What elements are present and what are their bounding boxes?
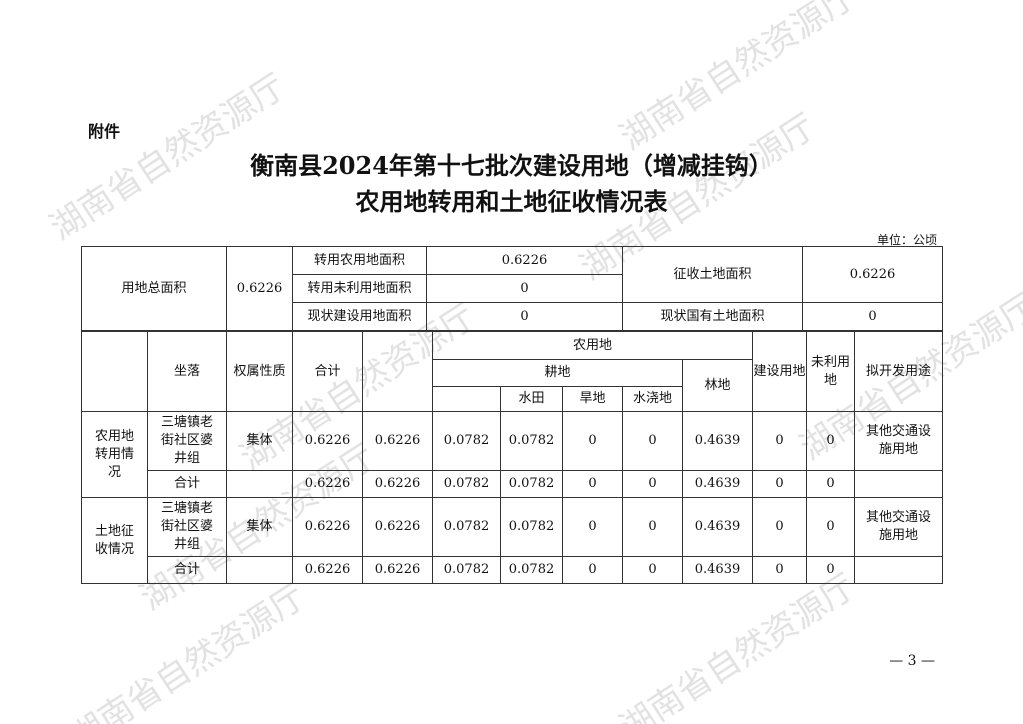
header-blank	[362, 331, 433, 412]
subtotal-label: 合计	[147, 470, 227, 498]
summary-label: 转用未利用地面积	[292, 274, 427, 303]
unit-label: 单位：公顷	[876, 233, 937, 247]
summary-value: 0	[426, 274, 623, 303]
planned-use-cell: 其他交通设施用地	[854, 497, 944, 557]
total-area-value: 0.6226	[226, 246, 293, 331]
ownership-cell: 集体	[226, 497, 293, 557]
value-cell: 0.0782	[432, 497, 501, 557]
value-cell: 0.6226	[292, 497, 363, 557]
attachment-label: 附件	[88, 122, 121, 141]
value-cell: 0.6226	[362, 411, 433, 471]
header-farmland: 农用地	[431, 331, 754, 360]
location-cell: 三塘镇老街社区婆井组	[147, 497, 227, 557]
value-cell: 0.0782	[500, 497, 563, 557]
header-ownership: 权属性质	[226, 331, 293, 412]
summary-value: 0	[426, 302, 623, 331]
value-cell: 0	[752, 556, 808, 584]
value-cell: 0	[806, 470, 856, 498]
summary-label: 现状建设用地面积	[292, 302, 427, 331]
section-label: 土地征收情况	[81, 497, 148, 584]
value-cell: 0.4639	[681, 470, 754, 498]
subtotal-label: 合计	[147, 556, 227, 584]
value-cell: 0	[562, 497, 623, 557]
value-cell: 0	[752, 470, 808, 498]
value-cell: 0.0782	[500, 556, 563, 584]
value-cell: 0.0782	[432, 556, 501, 584]
summary-value: 0.6226	[426, 246, 623, 275]
subtotal-row: 合计 0.6226 0.6226 0.0782 0.0782 0 0 0.4639 0 0	[82, 556, 944, 584]
value-cell: 0	[752, 411, 808, 471]
value-cell: 0	[622, 497, 683, 557]
value-cell: 0	[562, 470, 623, 498]
summary-label: 转用农用地面积	[292, 246, 427, 275]
total-area-label: 用地总面积	[81, 246, 227, 331]
watermark: 湖南省自然资源厅	[612, 566, 863, 724]
value-cell: 0	[622, 470, 683, 498]
value-cell: 0	[622, 556, 683, 584]
value-cell: 0.6226	[292, 470, 363, 498]
header-location: 坐落	[147, 331, 227, 412]
blank-cell	[226, 556, 293, 584]
table-row: 农用地转用情况 三塘镇老街社区婆井组 集体 0.6226 0.6226 0.0782 0.0…	[81, 411, 944, 498]
watermark: 湖南省自然资源厅	[612, 0, 863, 159]
blank-cell	[854, 470, 944, 498]
header-total: 合计	[292, 331, 363, 412]
value-cell: 0	[622, 411, 683, 471]
title-line-1: 衡南县2024年第十七批次建设用地（增减挂钩）	[250, 151, 773, 180]
header-construction: 建设用地	[752, 331, 808, 412]
detail-table: 坐落 权属性质 合计 农用地 建设用地 未利用地 拟开发用途 耕地 林地 水田 …	[81, 331, 944, 584]
expropriation-value: 0.6226	[802, 246, 943, 303]
value-cell: 0	[806, 411, 856, 471]
value-cell: 0.4639	[681, 411, 754, 471]
page-number: — 3 —	[889, 653, 935, 669]
state-owned-label: 现状国有土地面积	[622, 302, 803, 331]
planned-use-cell: 其他交通设施用地	[854, 411, 944, 471]
value-cell: 0.0782	[432, 411, 501, 471]
header-unused: 未利用地	[806, 331, 856, 412]
watermark: 湖南省自然资源厅	[62, 576, 313, 724]
subtotal-row: 合计 0.6226 0.6226 0.0782 0.0782 0 0 0.4639 0 0	[82, 470, 944, 498]
header-cultivated: 耕地	[432, 359, 683, 387]
value-cell: 0.6226	[292, 556, 363, 584]
value-cell: 0.0782	[500, 470, 563, 498]
ownership-cell: 集体	[226, 411, 293, 471]
title-line-2: 农用地转用和土地征收情况表	[355, 187, 668, 216]
value-cell: 0.6226	[362, 556, 433, 584]
value-cell: 0	[806, 497, 856, 557]
expropriation-label: 征收土地面积	[622, 246, 803, 303]
blank-cell	[854, 556, 944, 584]
blank-cell	[226, 470, 293, 498]
header-blank	[81, 331, 148, 412]
value-cell: 0	[562, 411, 623, 471]
summary-table: 用地总面积 0.6226 转用农用地面积 0.6226 征收土地面积 0.622…	[81, 246, 943, 331]
header-paddy: 水田	[500, 386, 563, 412]
header-irrigated: 水浇地	[622, 386, 683, 412]
value-cell: 0.6226	[292, 411, 363, 471]
value-cell: 0.4639	[681, 556, 754, 584]
value-cell: 0.6226	[362, 470, 433, 498]
section-label: 农用地转用情况	[81, 411, 148, 498]
header-forest: 林地	[681, 359, 754, 412]
value-cell: 0.0782	[432, 470, 501, 498]
value-cell: 0	[752, 497, 808, 557]
header-dry: 旱地	[562, 386, 623, 412]
location-cell: 三塘镇老街社区婆井组	[147, 411, 227, 471]
value-cell: 0.0782	[500, 411, 563, 471]
header-blank	[432, 386, 501, 412]
value-cell: 0.6226	[362, 497, 433, 557]
value-cell: 0	[806, 556, 856, 584]
state-owned-value: 0	[802, 302, 943, 331]
table-row: 土地征收情况 三塘镇老街社区婆井组 集体 0.6226 0.6226 0.0782 0.07…	[81, 497, 944, 584]
value-cell: 0	[562, 556, 623, 584]
header-use: 拟开发用途	[854, 331, 944, 412]
value-cell: 0.4639	[681, 497, 754, 557]
